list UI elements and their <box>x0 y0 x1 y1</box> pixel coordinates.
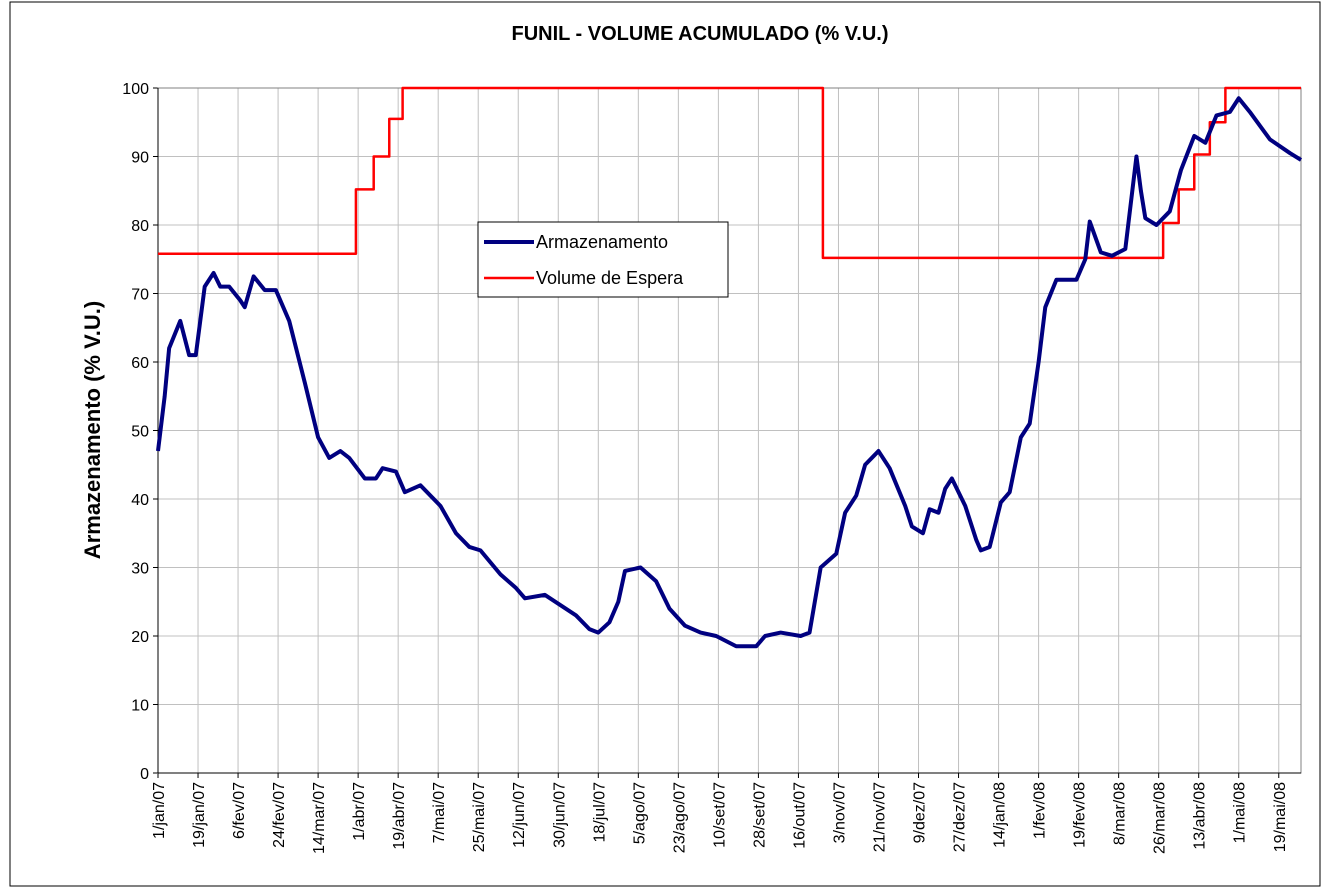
x-tick-label: 1/mai/08 <box>1232 782 1249 843</box>
x-tick-label: 8/mar/08 <box>1112 782 1129 845</box>
y-axis-label: Armazenamento (% V.U.) <box>80 301 105 559</box>
x-tick-label: 25/mai/07 <box>471 782 488 852</box>
legend-label: Armazenamento <box>536 232 668 252</box>
y-tick-label: 50 <box>131 424 149 441</box>
x-tick-label: 19/mai/08 <box>1272 782 1289 852</box>
x-tick-label: 1/fev/08 <box>1032 782 1049 839</box>
x-tick-label: 19/jan/07 <box>191 782 208 848</box>
legend: Armazenamento Volume de Espera <box>477 221 729 298</box>
x-tick-label: 12/jun/07 <box>511 782 528 848</box>
x-tick-label: 7/mai/07 <box>431 782 448 843</box>
chart-title: FUNIL - VOLUME ACUMULADO (% V.U.) <box>511 23 888 45</box>
y-tick-label: 90 <box>131 150 149 167</box>
x-tick-label: 10/set/07 <box>711 782 728 848</box>
y-tick-label: 40 <box>131 492 149 509</box>
x-tick-label: 13/abr/08 <box>1192 782 1209 850</box>
x-tick-label: 16/out/07 <box>791 782 808 849</box>
y-tick-label: 20 <box>131 629 149 646</box>
y-tick-label: 70 <box>131 287 149 304</box>
x-tick-label: 23/ago/07 <box>671 782 688 853</box>
y-tick-label: 100 <box>122 81 149 98</box>
x-tick-label: 19/abr/07 <box>391 782 408 850</box>
x-tick-label: 14/mar/07 <box>311 782 328 854</box>
x-tick-label: 24/fev/07 <box>271 782 288 848</box>
x-tick-label: 9/dez/07 <box>912 782 929 843</box>
x-tick-label: 18/jul/07 <box>591 782 608 843</box>
x-tick-label: 19/fev/08 <box>1072 782 1089 848</box>
x-tick-label: 21/nov/07 <box>871 782 888 852</box>
legend-box <box>477 221 729 298</box>
x-tick-label: 5/ago/07 <box>631 782 648 844</box>
x-tick-label: 1/jan/07 <box>151 782 168 839</box>
data-line <box>156 96 1303 649</box>
data-line <box>158 86 1301 260</box>
y-tick-label: 60 <box>131 355 149 372</box>
y-tick-label: 0 <box>140 766 149 783</box>
y-tick-label: 30 <box>131 561 149 578</box>
x-tick-label: 1/abr/07 <box>351 782 368 841</box>
y-tick-label: 80 <box>131 218 149 235</box>
y-tick-label: 10 <box>131 698 149 715</box>
x-tick-label: 6/fev/07 <box>231 782 248 839</box>
x-tick-label: 14/jan/08 <box>992 782 1009 848</box>
x-tick-label: 30/jun/07 <box>551 782 568 848</box>
x-tick-label: 27/dez/07 <box>952 782 969 852</box>
legend-label: Volume de Espera <box>536 268 684 288</box>
x-tick-label: 26/mar/08 <box>1152 782 1169 854</box>
chart-border <box>9 1 1321 887</box>
x-tick-label: 28/set/07 <box>751 782 768 848</box>
x-tick-label: 3/nov/07 <box>831 782 848 843</box>
